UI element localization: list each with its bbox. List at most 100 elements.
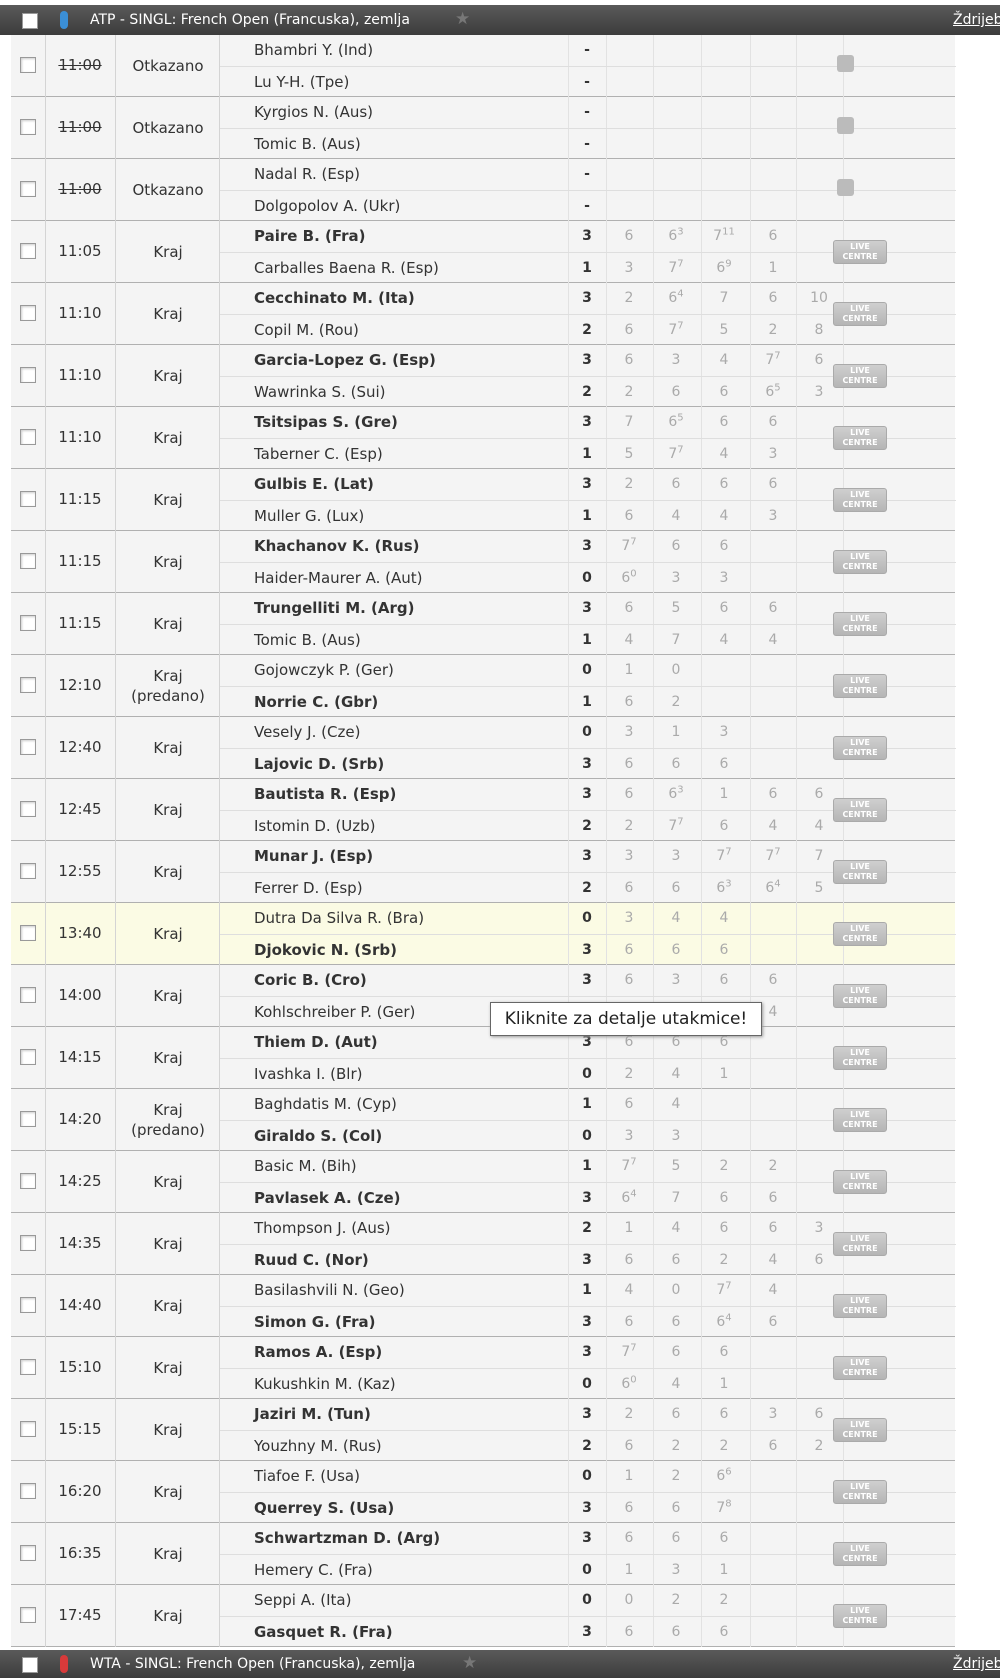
checkbox[interactable] — [20, 1297, 36, 1313]
checkbox[interactable] — [20, 1483, 36, 1499]
set-score: 77 — [653, 315, 699, 346]
live-centre-button[interactable]: LIVE CENTRE — [833, 550, 887, 574]
checkbox[interactable] — [20, 553, 36, 569]
match-row[interactable]: 11:15 Kraj Trungelliti M. (Arg) 3 6 5 6 6 Tomic … — [11, 593, 956, 655]
live-centre-button[interactable]: LIVE CENTRE — [833, 240, 887, 264]
match-row[interactable]: 16:20 Kraj Tiafoe F. (Usa) 0 1 2 66 Querrey S. … — [11, 1461, 956, 1524]
match-row[interactable]: 11:00 Otkazano Kyrgios N. (Aus) - Tomic B. (… — [11, 97, 956, 159]
star[interactable]: ★ — [455, 9, 471, 29]
match-time: 14:00 — [58, 986, 102, 1004]
checkbox[interactable] — [20, 57, 36, 73]
checkbox[interactable] — [20, 305, 36, 321]
match-row[interactable]: 14:25 Kraj Basic M. (Bih) 1 77 5 2 2 Pavlasek A.… — [11, 1151, 956, 1213]
live-centre-button[interactable]: LIVE CENTRE — [833, 1232, 887, 1256]
live-centre-button[interactable]: LIVE CENTRE — [833, 302, 887, 326]
draw-link[interactable]: Ždrijeb — [953, 12, 1000, 28]
live-centre-button[interactable]: LIVE CENTRE — [833, 1294, 887, 1318]
match-row[interactable]: 14:20 Kraj (predano) Baghdatis M. (Cyp) 1 6 4 G… — [11, 1089, 956, 1151]
checkbox[interactable] — [20, 1421, 36, 1437]
live-centre-button[interactable]: LIVE CENTRE — [833, 1604, 887, 1628]
match-row[interactable]: 11:10 Kraj Cecchinato M. (Ita) 3 2 64 7 6 10 Copi… — [11, 283, 956, 346]
match-row[interactable]: 14:15 Kraj Thiem D. (Aut) 3 6 6 6 Ivashka I. (B… — [11, 1027, 956, 1089]
checkbox[interactable] — [20, 1359, 36, 1375]
info-icon[interactable] — [837, 179, 854, 196]
checkbox[interactable] — [20, 181, 36, 197]
match-row[interactable]: 11:00 Otkazano Nadal R. (Esp) - Dolgopolov A… — [11, 159, 956, 221]
match-row[interactable]: 14:35 Kraj Thompson J. (Aus) 2 1 4 6 6 3 Ruud C. … — [11, 1213, 956, 1275]
live-centre-button[interactable]: LIVE CENTRE — [833, 1108, 887, 1132]
match-row[interactable]: 11:10 Kraj Garcia-Lopez G. (Esp) 3 6 3 4 77 6 Waw… — [11, 345, 956, 408]
set-score: 6 — [653, 377, 699, 408]
match-row[interactable]: 17:45 Kraj Seppi A. (Ita) 0 0 2 2 Gasquet R. (F… — [11, 1585, 956, 1647]
match-row[interactable]: 16:35 Kraj Schwartzman D. (Arg) 3 6 6 6 Hemery … — [11, 1523, 956, 1585]
match-time: 14:40 — [58, 1296, 102, 1314]
live-centre-button[interactable]: LIVE CENTRE — [833, 1356, 887, 1380]
match-row[interactable]: 11:00 Otkazano Bhambri Y. (Ind) - Lu Y-H. (T… — [11, 35, 956, 97]
checkbox[interactable] — [20, 925, 36, 941]
checkbox[interactable] — [20, 615, 36, 631]
set-score: 4 — [653, 1089, 699, 1120]
match-row[interactable]: 13:40 Kraj Dutra Da Silva R. (Bra) 0 3 4 4 Djok… — [11, 903, 956, 965]
live-centre-button[interactable]: LIVE CENTRE — [833, 798, 887, 822]
match-row[interactable]: 15:15 Kraj Jaziri M. (Tun) 3 2 6 6 3 6 Youzhny M.… — [11, 1399, 956, 1461]
match-row[interactable]: 12:45 Kraj Bautista R. (Esp) 3 6 63 1 6 6 Istomin… — [11, 779, 956, 841]
checkbox[interactable] — [20, 367, 36, 383]
draw-link[interactable]: Ždrijeb — [953, 1656, 1000, 1672]
match-row[interactable]: 15:10 Kraj Ramos A. (Esp) 3 77 6 6 Kukushkin M.… — [11, 1337, 956, 1399]
match-row[interactable]: 11:10 Kraj Tsitsipas S. (Gre) 3 7 65 6 6 Taberne… — [11, 407, 956, 469]
match-row[interactable]: 11:15 Kraj Gulbis E. (Lat) 3 2 6 6 6 Muller G. (… — [11, 469, 956, 531]
match-row[interactable]: 12:10 Kraj (predano) Gojowczyk P. (Ger) 0 1 0 N… — [11, 655, 956, 718]
star[interactable]: ★ — [462, 1653, 478, 1673]
match-row[interactable]: 14:40 Kraj Basilashvili N. (Geo) 1 4 0 77 4 Simo… — [11, 1275, 956, 1337]
live-centre-button[interactable]: LIVE CENTRE — [833, 488, 887, 512]
info-icon[interactable] — [837, 117, 854, 134]
checkbox[interactable] — [20, 1607, 36, 1623]
player-line: Querrey S. (Usa) 3 6 6 78 — [220, 1492, 956, 1524]
live-centre-button[interactable]: LIVE CENTRE — [833, 426, 887, 450]
live-centre-button[interactable]: LIVE CENTRE — [833, 1418, 887, 1442]
checkbox[interactable] — [20, 1049, 36, 1065]
live-centre-button[interactable]: LIVE CENTRE — [833, 1480, 887, 1504]
checkbox[interactable] — [20, 1235, 36, 1251]
checkbox[interactable] — [20, 987, 36, 1003]
total-score: 3 — [582, 1314, 592, 1330]
live-centre-button[interactable]: LIVE CENTRE — [833, 984, 887, 1008]
match-row[interactable]: 14:00 Kraj Coric B. (Cro) 3 6 3 6 6 Kohlschreibe… — [11, 965, 956, 1027]
checkbox[interactable] — [20, 491, 36, 507]
live-centre-button[interactable]: LIVE CENTRE — [833, 674, 887, 698]
checkbox[interactable] — [20, 739, 36, 755]
match-row[interactable]: 12:55 Kraj Munar J. (Esp) 3 3 3 77 77 7 Ferrer D.… — [11, 841, 956, 903]
info-icon[interactable] — [837, 55, 854, 72]
live-centre-button[interactable]: LIVE CENTRE — [833, 1046, 887, 1070]
checkbox[interactable] — [20, 677, 36, 693]
live-centre-button[interactable]: LIVE CENTRE — [833, 860, 887, 884]
checkbox[interactable] — [20, 243, 36, 259]
live-centre-button[interactable]: LIVE CENTRE — [833, 364, 887, 388]
checkbox[interactable] — [20, 1545, 36, 1561]
set-games: 2 — [671, 694, 681, 710]
icon — [60, 1655, 68, 1673]
match-row[interactable]: 11:15 Kraj Khachanov K. (Rus) 3 77 6 6 Haider-M… — [11, 531, 956, 593]
set-games: 2 — [624, 476, 634, 492]
checkbox[interactable] — [20, 801, 36, 817]
set-games: 6 — [716, 260, 726, 276]
checkbox[interactable] — [22, 1657, 38, 1673]
live-centre-button[interactable]: LIVE CENTRE — [833, 1542, 887, 1566]
checkbox[interactable] — [20, 863, 36, 879]
checkbox[interactable] — [22, 13, 38, 29]
match-row[interactable]: 11:05 Kraj Paire B. (Fra) 3 6 63 711 6 Carballes… — [11, 221, 956, 283]
match-status: Otkazano — [115, 97, 220, 159]
live-centre-button[interactable]: LIVE CENTRE — [833, 922, 887, 946]
checkbox[interactable] — [20, 119, 36, 135]
set-score: 2 — [653, 687, 699, 718]
live-centre-button[interactable]: LIVE CENTRE — [833, 1170, 887, 1194]
checkbox[interactable] — [20, 1173, 36, 1189]
match-row[interactable]: 12:40 Kraj Vesely J. (Cze) 0 3 1 3 Lajovic D. (… — [11, 717, 956, 779]
live-centre-button[interactable]: LIVE CENTRE — [833, 736, 887, 760]
live-centre-button[interactable]: LIVE CENTRE — [833, 612, 887, 636]
checkbox[interactable] — [20, 1111, 36, 1127]
total-score: 3 — [582, 1034, 592, 1050]
set-score: 6 — [653, 1523, 699, 1554]
status-line: Kraj — [153, 1483, 183, 1501]
checkbox[interactable] — [20, 429, 36, 445]
